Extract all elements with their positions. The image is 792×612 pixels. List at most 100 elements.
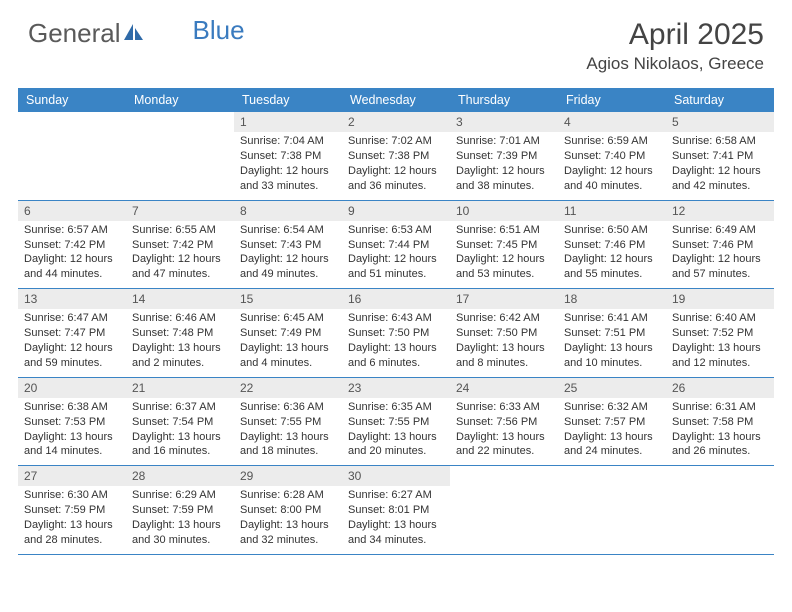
week-row: 20Sunrise: 6:38 AMSunset: 7:53 PMDayligh… bbox=[18, 378, 774, 467]
day-daylight2: and 18 minutes. bbox=[240, 444, 336, 459]
day-sunset: Sunset: 7:52 PM bbox=[672, 326, 768, 341]
day-daylight1: Daylight: 12 hours bbox=[240, 164, 336, 179]
day-daylight2: and 36 minutes. bbox=[348, 179, 444, 194]
day-daylight1: Daylight: 13 hours bbox=[240, 518, 336, 533]
day-sunrise: Sunrise: 6:45 AM bbox=[240, 311, 336, 326]
day-sunset: Sunset: 7:51 PM bbox=[564, 326, 660, 341]
day-cell: 26Sunrise: 6:31 AMSunset: 7:58 PMDayligh… bbox=[666, 378, 774, 466]
day-cell: 19Sunrise: 6:40 AMSunset: 7:52 PMDayligh… bbox=[666, 289, 774, 377]
day-daylight1: Daylight: 13 hours bbox=[132, 341, 228, 356]
day-number: 8 bbox=[234, 201, 342, 221]
day-cell: 25Sunrise: 6:32 AMSunset: 7:57 PMDayligh… bbox=[558, 378, 666, 466]
day-cell: 17Sunrise: 6:42 AMSunset: 7:50 PMDayligh… bbox=[450, 289, 558, 377]
day-number: 26 bbox=[666, 378, 774, 398]
day-number: 12 bbox=[666, 201, 774, 221]
day-sunset: Sunset: 7:59 PM bbox=[132, 503, 228, 518]
empty-cell bbox=[126, 112, 234, 200]
day-daylight1: Daylight: 13 hours bbox=[240, 430, 336, 445]
day-daylight2: and 38 minutes. bbox=[456, 179, 552, 194]
day-daylight2: and 51 minutes. bbox=[348, 267, 444, 282]
day-sunrise: Sunrise: 6:29 AM bbox=[132, 488, 228, 503]
day-number: 16 bbox=[342, 289, 450, 309]
day-sunset: Sunset: 8:00 PM bbox=[240, 503, 336, 518]
day-daylight2: and 20 minutes. bbox=[348, 444, 444, 459]
day-sunset: Sunset: 7:48 PM bbox=[132, 326, 228, 341]
day-number: 11 bbox=[558, 201, 666, 221]
day-cell: 24Sunrise: 6:33 AMSunset: 7:56 PMDayligh… bbox=[450, 378, 558, 466]
day-cell: 5Sunrise: 6:58 AMSunset: 7:41 PMDaylight… bbox=[666, 112, 774, 200]
day-number: 27 bbox=[18, 466, 126, 486]
calendar: Sunday Monday Tuesday Wednesday Thursday… bbox=[18, 88, 774, 555]
day-cell: 16 Sunrise: 6:43 AMSunset: 7:50 PMDayligh… bbox=[342, 289, 450, 377]
day-daylight2: and 28 minutes. bbox=[24, 533, 120, 548]
day-number: 7 bbox=[126, 201, 234, 221]
day-cell: 20Sunrise: 6:38 AMSunset: 7:53 PMDayligh… bbox=[18, 378, 126, 466]
day-cell: 15Sunrise: 6:45 AMSunset: 7:49 PMDayligh… bbox=[234, 289, 342, 377]
day-cell: 1 Sunrise: 7:04 AMSunset: 7:38 PMDaylight… bbox=[234, 112, 342, 200]
day-number: 30 bbox=[342, 466, 450, 486]
day-cell: 6Sunrise: 6:57 AMSunset: 7:42 PMDaylight… bbox=[18, 201, 126, 289]
day-sunrise: Sunrise: 6:46 AM bbox=[132, 311, 228, 326]
day-sunrise: Sunrise: 6:40 AM bbox=[672, 311, 768, 326]
day-number: 1 bbox=[234, 112, 342, 132]
day-daylight2: and 49 minutes. bbox=[240, 267, 336, 282]
location-label: Agios Nikolaos, Greece bbox=[586, 54, 764, 74]
day-daylight1: Daylight: 13 hours bbox=[348, 518, 444, 533]
logo-sail-icon bbox=[123, 18, 145, 49]
day-sunset: Sunset: 7:40 PM bbox=[564, 149, 660, 164]
day-number: 20 bbox=[18, 378, 126, 398]
day-sunrise: Sunrise: 6:51 AM bbox=[456, 223, 552, 238]
day-daylight1: Daylight: 13 hours bbox=[24, 430, 120, 445]
day-number: 14 bbox=[126, 289, 234, 309]
day-number: 13 bbox=[18, 289, 126, 309]
day-number: 5 bbox=[666, 112, 774, 132]
day-sunset: Sunset: 7:50 PM bbox=[348, 326, 444, 341]
day-sunset: Sunset: 8:01 PM bbox=[348, 503, 444, 518]
day-sunrise: Sunrise: 7:04 AM bbox=[240, 134, 336, 149]
day-sunrise: Sunrise: 6:54 AM bbox=[240, 223, 336, 238]
day-daylight1: Daylight: 13 hours bbox=[348, 341, 444, 356]
day-header-row: Sunday Monday Tuesday Wednesday Thursday… bbox=[18, 88, 774, 112]
day-number: 23 bbox=[342, 378, 450, 398]
day-sunset: Sunset: 7:47 PM bbox=[24, 326, 120, 341]
day-daylight1: Daylight: 12 hours bbox=[132, 252, 228, 267]
day-daylight1: Daylight: 12 hours bbox=[456, 252, 552, 267]
day-sunrise: Sunrise: 6:30 AM bbox=[24, 488, 120, 503]
day-sunrise: Sunrise: 6:49 AM bbox=[672, 223, 768, 238]
day-daylight1: Daylight: 12 hours bbox=[24, 341, 120, 356]
day-daylight1: Daylight: 12 hours bbox=[564, 164, 660, 179]
day-cell: 7Sunrise: 6:55 AMSunset: 7:42 PMDaylight… bbox=[126, 201, 234, 289]
day-number: 2 bbox=[342, 112, 450, 132]
day-daylight1: Daylight: 13 hours bbox=[132, 430, 228, 445]
day-sunrise: Sunrise: 6:38 AM bbox=[24, 400, 120, 415]
day-daylight2: and 6 minutes. bbox=[348, 356, 444, 371]
day-sunset: Sunset: 7:50 PM bbox=[456, 326, 552, 341]
day-daylight1: Daylight: 13 hours bbox=[564, 430, 660, 445]
day-daylight1: Daylight: 12 hours bbox=[456, 164, 552, 179]
day-number: 17 bbox=[450, 289, 558, 309]
day-daylight2: and 22 minutes. bbox=[456, 444, 552, 459]
day-sunset: Sunset: 7:42 PM bbox=[132, 238, 228, 253]
day-number: 10 bbox=[450, 201, 558, 221]
day-sunset: Sunset: 7:38 PM bbox=[240, 149, 336, 164]
day-daylight1: Daylight: 13 hours bbox=[240, 341, 336, 356]
day-daylight2: and 33 minutes. bbox=[240, 179, 336, 194]
day-daylight2: and 12 minutes. bbox=[672, 356, 768, 371]
day-daylight2: and 30 minutes. bbox=[132, 533, 228, 548]
day-sunset: Sunset: 7:46 PM bbox=[564, 238, 660, 253]
day-sunset: Sunset: 7:41 PM bbox=[672, 149, 768, 164]
day-daylight1: Daylight: 12 hours bbox=[672, 164, 768, 179]
day-sunrise: Sunrise: 6:47 AM bbox=[24, 311, 120, 326]
day-daylight1: Daylight: 12 hours bbox=[672, 252, 768, 267]
day-number: 28 bbox=[126, 466, 234, 486]
day-sunset: Sunset: 7:42 PM bbox=[24, 238, 120, 253]
day-sunset: Sunset: 7:55 PM bbox=[348, 415, 444, 430]
day-daylight1: Daylight: 12 hours bbox=[24, 252, 120, 267]
day-cell: 27Sunrise: 6:30 AMSunset: 7:59 PMDayligh… bbox=[18, 466, 126, 554]
day-sunrise: Sunrise: 6:43 AM bbox=[348, 311, 444, 326]
day-sunset: Sunset: 7:56 PM bbox=[456, 415, 552, 430]
day-sunrise: Sunrise: 6:33 AM bbox=[456, 400, 552, 415]
day-number: 4 bbox=[558, 112, 666, 132]
day-sunrise: Sunrise: 6:53 AM bbox=[348, 223, 444, 238]
day-number: 24 bbox=[450, 378, 558, 398]
